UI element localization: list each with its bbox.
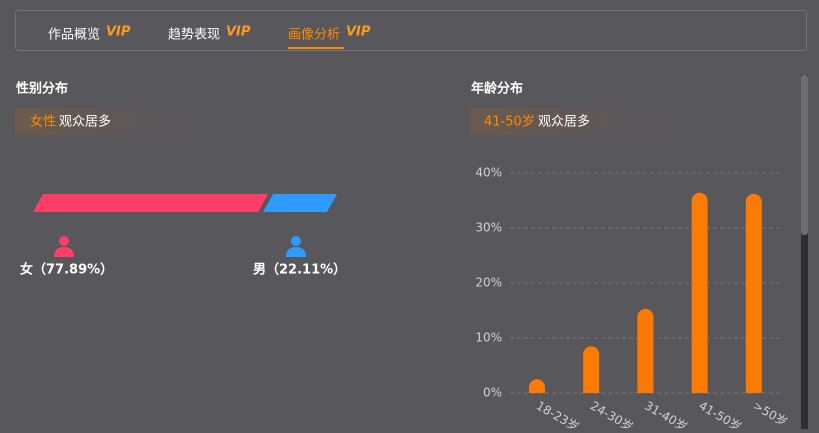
y-tick-label: 30% [475,221,502,235]
y-tick-label: 0% [483,386,502,400]
highlight-box [470,108,720,135]
tab-bar [15,10,807,51]
x-tick-label: 24-30岁 [588,398,636,429]
bar [691,192,708,393]
section-title: 年龄分布 [471,81,523,97]
vip-badge: VIP [226,25,251,40]
tab-group: 作品概览 VIP 趋势表现 VIP 画像分析 VIP [48,25,371,49]
scroll-thumb[interactable] [801,75,808,235]
highlight-suffix: 观众居多 [59,114,111,130]
female-label: 女（77.89%） [20,262,113,278]
y-tick-label: 10% [475,331,502,345]
y-tick-label: 40% [475,166,502,180]
section-title: 性别分布 [16,81,68,97]
bar [583,346,600,393]
highlight: 女性 [30,114,56,130]
tab-label[interactable]: 画像分析 [288,28,340,43]
scroll-track [801,75,808,429]
highlight-suffix: 观众居多 [538,114,590,130]
bar [745,193,762,393]
highlight-box [15,108,235,135]
vip-badge: VIP [346,25,371,40]
tab-label[interactable]: 趋势表现 [168,27,220,43]
tab-label[interactable]: 作品概览 [48,27,100,43]
y-tick-label: 20% [475,276,502,290]
x-tick-label: 41-50岁 [696,398,744,429]
male-label: 男（22.11%） [253,262,346,278]
bar [529,379,545,393]
x-tick-label: 31-40岁 [642,398,690,429]
bar [637,308,654,393]
highlight: 41-50岁 [484,115,535,130]
x-tick-label: 18-23岁 [534,398,582,429]
female-icon [54,236,74,257]
male-icon [286,236,306,257]
female-bar [33,194,269,212]
x-tick-label: >50岁 [751,398,791,429]
male-bar [263,194,337,212]
vip-badge: VIP [106,25,131,40]
tab-underline [288,47,344,49]
